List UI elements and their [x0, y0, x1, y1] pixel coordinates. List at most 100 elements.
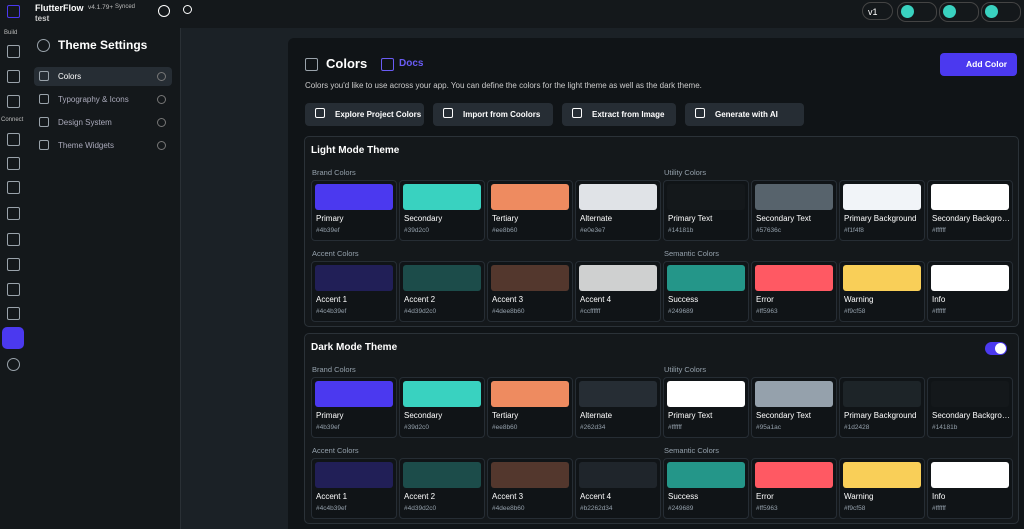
color-hex: #14181b: [932, 424, 958, 431]
color-card[interactable]: Accent 2 #4d39d2c0: [399, 261, 485, 322]
color-card[interactable]: Accent 1 #4c4b39ef: [311, 458, 397, 519]
color-name: Secondary Text: [756, 411, 811, 420]
action-button[interactable]: Import from Coolors: [433, 103, 553, 126]
rail-icon[interactable]: [7, 207, 20, 220]
color-card[interactable]: Secondary #39d2c0: [399, 180, 485, 241]
color-card[interactable]: Tertiary #ee8b60: [487, 377, 573, 438]
action-button[interactable]: Extract from Image: [562, 103, 676, 126]
add-color-button[interactable]: Add Color: [940, 53, 1017, 76]
color-card[interactable]: Error #ff5963: [751, 458, 837, 519]
nav-rail: Build Connect: [0, 0, 29, 529]
item-label: Design System: [58, 118, 112, 127]
docs-link[interactable]: Docs: [399, 58, 424, 69]
color-card[interactable]: Accent 4 #b2262d34: [575, 458, 661, 519]
rail-icon-active[interactable]: [2, 327, 24, 349]
action-button[interactable]: Explore Project Colors: [305, 103, 424, 126]
action-button[interactable]: Generate with AI: [685, 103, 804, 126]
item-label: Colors: [58, 72, 82, 81]
color-card[interactable]: Alternate #e0e3e7: [575, 180, 661, 241]
color-card[interactable]: Primary Text #ffffff: [663, 377, 749, 438]
info-icon[interactable]: [157, 72, 166, 81]
color-hex: #ff5963: [756, 505, 778, 512]
rail-icon[interactable]: [7, 157, 20, 170]
color-card[interactable]: Secondary Background #14181b: [927, 377, 1013, 438]
group-label: Utility Colors: [664, 168, 707, 177]
sidebar-item[interactable]: Design System: [34, 113, 172, 132]
color-name: Secondary: [404, 214, 443, 223]
sidebar-item[interactable]: Typography & Icons: [34, 90, 172, 109]
status-pill[interactable]: [897, 2, 937, 22]
sidebar-item[interactable]: Colors: [34, 67, 172, 86]
info-icon[interactable]: [157, 95, 166, 104]
help-icon[interactable]: [158, 5, 170, 17]
color-name: Primary: [316, 411, 344, 420]
color-hex: #ffffff: [932, 505, 946, 512]
color-card[interactable]: Accent 1 #4c4b39ef: [311, 261, 397, 322]
app-name: FlutterFlow: [35, 3, 84, 13]
color-card[interactable]: Primary #4b39ef: [311, 180, 397, 241]
color-card[interactable]: Accent 3 #4dee8b60: [487, 458, 573, 519]
theme-toggle[interactable]: [985, 342, 1007, 355]
logo[interactable]: [7, 5, 20, 18]
rail-icon[interactable]: [7, 45, 20, 58]
color-name: Info: [932, 492, 946, 501]
color-card[interactable]: Secondary Text #95a1ac: [751, 377, 837, 438]
group-label: Semantic Colors: [664, 249, 720, 258]
group-label: Brand Colors: [312, 365, 356, 374]
color-card[interactable]: Primary Text #14181b: [663, 180, 749, 241]
color-name: Primary Text: [668, 214, 713, 223]
color-card[interactable]: Tertiary #ee8b60: [487, 180, 573, 241]
color-name: Secondary Background: [932, 214, 1010, 223]
color-card[interactable]: Alternate #262d34: [575, 377, 661, 438]
color-name: Accent 1: [316, 492, 348, 501]
search-icon[interactable]: [183, 5, 192, 14]
main-panel: Colors Docs Colors you'd like to use acr…: [288, 38, 1024, 529]
status-pill[interactable]: [981, 2, 1021, 22]
color-card[interactable]: Info #ffffff: [927, 458, 1013, 519]
color-card[interactable]: Primary Background #1d2428: [839, 377, 925, 438]
color-card[interactable]: Secondary Text #57636c: [751, 180, 837, 241]
color-card[interactable]: Success #249689: [663, 458, 749, 519]
rail-icon[interactable]: [7, 307, 20, 320]
sidebar-item[interactable]: Theme Widgets: [34, 136, 172, 155]
color-name: Secondary Background: [932, 411, 1010, 420]
color-card[interactable]: Error #ff5963: [751, 261, 837, 322]
color-swatch: [315, 184, 393, 210]
color-card[interactable]: Warning #f9cf58: [839, 261, 925, 322]
rail-label: Build: [4, 30, 18, 36]
color-card[interactable]: Warning #f9cf58: [839, 458, 925, 519]
group-label: Accent Colors: [312, 249, 359, 258]
sidebar: Theme Settings Colors Typography & Icons D…: [28, 28, 181, 529]
color-card[interactable]: Secondary #39d2c0: [399, 377, 485, 438]
settings-icon[interactable]: [7, 358, 20, 371]
color-hex: #4c4b39ef: [316, 505, 347, 512]
docs-icon[interactable]: [381, 58, 394, 71]
rail-icon[interactable]: [7, 95, 20, 108]
rail-icon[interactable]: [7, 133, 20, 146]
color-name: Accent 4: [580, 295, 612, 304]
rail-label: Connect: [1, 117, 24, 123]
status-pill[interactable]: [939, 2, 979, 22]
info-icon[interactable]: [157, 118, 166, 127]
color-card[interactable]: Primary #4b39ef: [311, 377, 397, 438]
rail-icon[interactable]: [7, 258, 20, 271]
button-icon: [315, 108, 325, 118]
rail-icon[interactable]: [7, 70, 20, 83]
color-swatch: [491, 184, 569, 210]
color-card[interactable]: Success #249689: [663, 261, 749, 322]
color-card[interactable]: Accent 3 #4dee8b60: [487, 261, 573, 322]
color-card[interactable]: Secondary Background #ffffff: [927, 180, 1013, 241]
rail-icon[interactable]: [7, 233, 20, 246]
info-icon[interactable]: [157, 141, 166, 150]
color-card[interactable]: Primary Background #f1f4f8: [839, 180, 925, 241]
color-name: Tertiary: [492, 214, 519, 223]
rail-icon[interactable]: [7, 181, 20, 194]
branch-select[interactable]: v1: [862, 2, 893, 20]
color-hex: #ee8b60: [492, 424, 518, 431]
rail-icon[interactable]: [7, 283, 20, 296]
color-card[interactable]: Info #ffffff: [927, 261, 1013, 322]
color-card[interactable]: Accent 2 #4d39d2c0: [399, 458, 485, 519]
color-card[interactable]: Accent 4 #ccffffff: [575, 261, 661, 322]
color-name: Error: [756, 295, 774, 304]
